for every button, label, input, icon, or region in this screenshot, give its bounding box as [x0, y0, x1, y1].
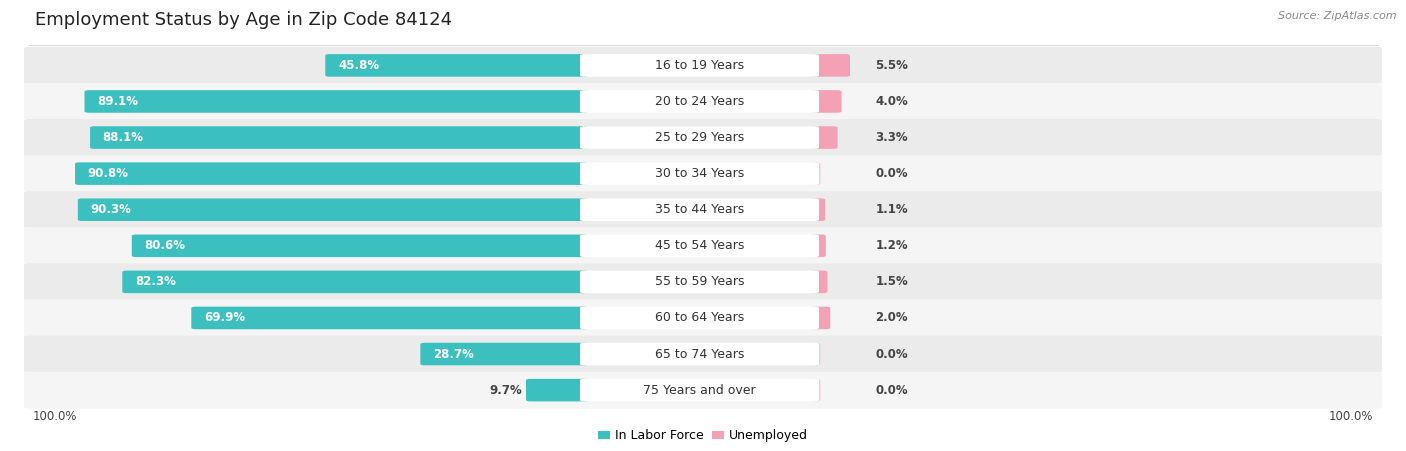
Text: Source: ZipAtlas.com: Source: ZipAtlas.com: [1278, 11, 1396, 21]
FancyBboxPatch shape: [581, 126, 818, 149]
FancyBboxPatch shape: [581, 54, 818, 77]
FancyBboxPatch shape: [810, 90, 842, 113]
Text: 89.1%: 89.1%: [97, 95, 138, 108]
FancyBboxPatch shape: [810, 126, 838, 149]
FancyBboxPatch shape: [810, 54, 851, 77]
Text: 3.3%: 3.3%: [876, 131, 908, 144]
Text: 16 to 19 Years: 16 to 19 Years: [655, 59, 744, 72]
Text: 20 to 24 Years: 20 to 24 Years: [655, 95, 744, 108]
Text: 45.8%: 45.8%: [337, 59, 380, 72]
Legend: In Labor Force, Unemployed: In Labor Force, Unemployed: [598, 429, 808, 442]
Text: 69.9%: 69.9%: [204, 312, 245, 324]
FancyBboxPatch shape: [810, 271, 828, 293]
FancyBboxPatch shape: [810, 343, 821, 365]
FancyBboxPatch shape: [526, 379, 588, 401]
Text: 80.6%: 80.6%: [145, 239, 186, 252]
FancyBboxPatch shape: [325, 54, 588, 77]
FancyBboxPatch shape: [420, 343, 588, 365]
Text: 5.5%: 5.5%: [876, 59, 908, 72]
FancyBboxPatch shape: [132, 235, 588, 257]
Text: 45 to 54 Years: 45 to 54 Years: [655, 239, 744, 252]
FancyBboxPatch shape: [24, 83, 1382, 120]
FancyBboxPatch shape: [581, 198, 818, 221]
Text: 1.2%: 1.2%: [876, 239, 908, 252]
FancyBboxPatch shape: [581, 343, 818, 365]
FancyBboxPatch shape: [24, 299, 1382, 336]
Text: Employment Status by Age in Zip Code 84124: Employment Status by Age in Zip Code 841…: [35, 11, 453, 29]
FancyBboxPatch shape: [810, 235, 825, 257]
Text: 1.5%: 1.5%: [876, 276, 908, 288]
Text: 4.0%: 4.0%: [876, 95, 908, 108]
Text: 55 to 59 Years: 55 to 59 Years: [655, 276, 744, 288]
FancyBboxPatch shape: [581, 307, 818, 329]
Text: 82.3%: 82.3%: [135, 276, 176, 288]
Text: 100.0%: 100.0%: [32, 410, 77, 423]
Text: 30 to 34 Years: 30 to 34 Years: [655, 167, 744, 180]
FancyBboxPatch shape: [810, 379, 821, 401]
Text: 0.0%: 0.0%: [876, 348, 908, 360]
FancyBboxPatch shape: [191, 307, 588, 329]
FancyBboxPatch shape: [581, 90, 818, 113]
FancyBboxPatch shape: [581, 235, 818, 257]
FancyBboxPatch shape: [24, 227, 1382, 264]
Text: 65 to 74 Years: 65 to 74 Years: [655, 348, 744, 360]
FancyBboxPatch shape: [77, 198, 588, 221]
Text: 9.7%: 9.7%: [489, 384, 522, 396]
FancyBboxPatch shape: [581, 271, 818, 293]
FancyBboxPatch shape: [122, 271, 588, 293]
Text: 100.0%: 100.0%: [1329, 410, 1374, 423]
FancyBboxPatch shape: [24, 119, 1382, 156]
Text: 90.3%: 90.3%: [90, 203, 131, 216]
FancyBboxPatch shape: [810, 162, 821, 185]
Text: 0.0%: 0.0%: [876, 384, 908, 396]
FancyBboxPatch shape: [581, 162, 818, 185]
Text: 25 to 29 Years: 25 to 29 Years: [655, 131, 744, 144]
FancyBboxPatch shape: [24, 47, 1382, 84]
Text: 35 to 44 Years: 35 to 44 Years: [655, 203, 744, 216]
FancyBboxPatch shape: [24, 372, 1382, 409]
FancyBboxPatch shape: [24, 155, 1382, 192]
FancyBboxPatch shape: [75, 162, 588, 185]
Text: 75 Years and over: 75 Years and over: [643, 384, 756, 396]
Text: 1.1%: 1.1%: [876, 203, 908, 216]
Text: 60 to 64 Years: 60 to 64 Years: [655, 312, 744, 324]
FancyBboxPatch shape: [581, 379, 818, 401]
FancyBboxPatch shape: [24, 336, 1382, 373]
Text: 88.1%: 88.1%: [103, 131, 143, 144]
FancyBboxPatch shape: [84, 90, 588, 113]
Text: 90.8%: 90.8%: [87, 167, 129, 180]
FancyBboxPatch shape: [810, 307, 831, 329]
FancyBboxPatch shape: [24, 263, 1382, 300]
Text: 0.0%: 0.0%: [876, 167, 908, 180]
Text: 2.0%: 2.0%: [876, 312, 908, 324]
FancyBboxPatch shape: [810, 198, 825, 221]
FancyBboxPatch shape: [24, 191, 1382, 228]
Text: 28.7%: 28.7%: [433, 348, 474, 360]
FancyBboxPatch shape: [90, 126, 588, 149]
